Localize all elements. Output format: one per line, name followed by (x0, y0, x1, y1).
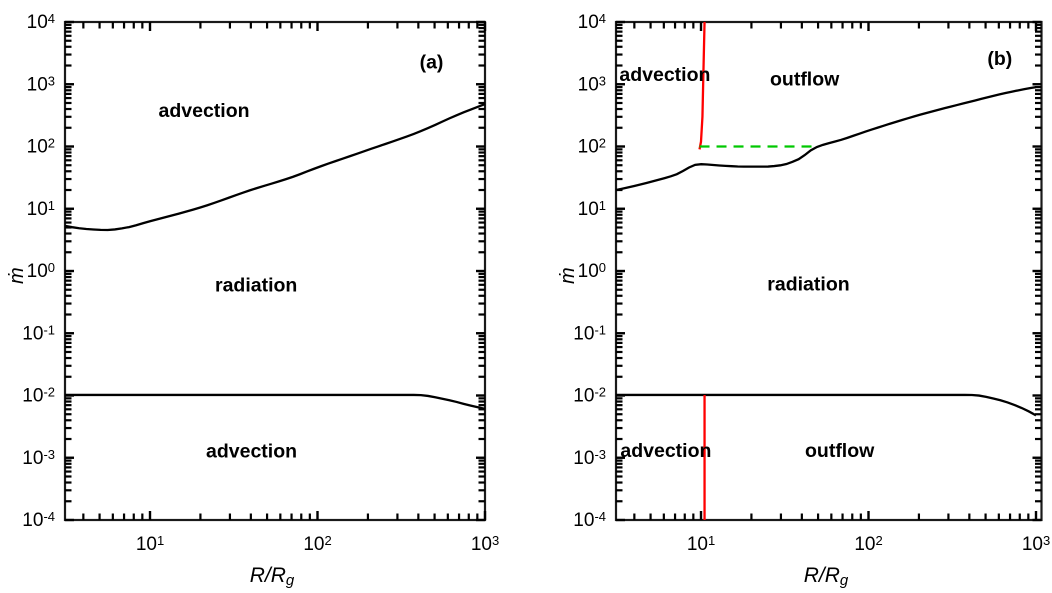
svg-text:advection: advection (619, 64, 710, 86)
svg-text:(a): (a) (420, 51, 444, 73)
svg-text:advection: advection (206, 441, 297, 463)
svg-text:(b): (b) (987, 48, 1012, 70)
svg-text:outflow: outflow (805, 440, 875, 462)
svg-text:outflow: outflow (770, 69, 840, 91)
svg-text:advection: advection (159, 100, 250, 122)
svg-text:advection: advection (620, 440, 711, 462)
svg-text:ṁ: ṁ (557, 267, 579, 284)
svg-text:ṁ: ṁ (6, 267, 28, 284)
svg-text:radiation: radiation (215, 275, 297, 297)
svg-text:radiation: radiation (767, 274, 849, 296)
